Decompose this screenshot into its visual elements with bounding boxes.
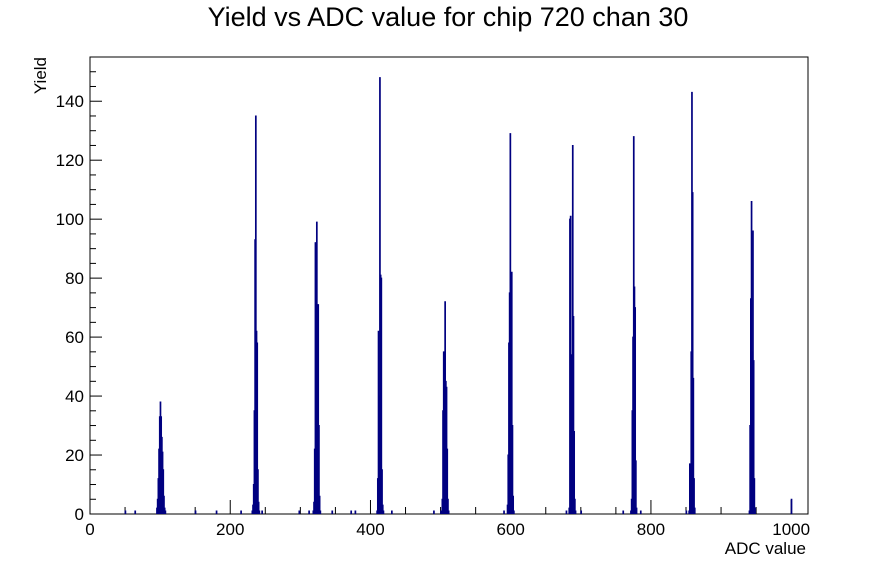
histogram-bin bbox=[692, 377, 695, 514]
y-tick-label: 60 bbox=[65, 328, 84, 347]
histogram-bin bbox=[254, 115, 257, 514]
histogram-bin bbox=[572, 315, 575, 514]
y-tick-label: 120 bbox=[56, 151, 84, 170]
x-axis-ticks: 0 200 400 600 800 1000 bbox=[85, 500, 810, 539]
histogram-bin bbox=[164, 510, 167, 514]
histogram-bin bbox=[565, 510, 568, 514]
histogram-bin bbox=[447, 510, 450, 514]
histogram-bin bbox=[315, 221, 318, 514]
histogram-bin bbox=[163, 495, 165, 514]
histogram-bin bbox=[691, 192, 694, 514]
histogram-bin bbox=[693, 507, 696, 514]
histogram-bin bbox=[261, 510, 263, 514]
histogram-bin bbox=[194, 510, 197, 514]
histogram-bin bbox=[308, 510, 310, 514]
histogram-bin bbox=[510, 271, 513, 514]
histogram-bin bbox=[382, 510, 385, 514]
histogram-bin bbox=[752, 360, 755, 514]
histogram-bin bbox=[134, 510, 137, 514]
histogram-bin bbox=[503, 510, 505, 514]
histogram-bin bbox=[685, 510, 688, 514]
histogram-bin bbox=[354, 510, 357, 514]
histogram-bin bbox=[580, 510, 583, 514]
y-tick-label: 40 bbox=[65, 387, 84, 406]
histogram-bin bbox=[639, 510, 642, 514]
histogram-bin bbox=[391, 510, 393, 514]
histogram-bin bbox=[753, 478, 756, 514]
histogram-bin bbox=[256, 342, 259, 514]
x-tick-label: 0 bbox=[85, 520, 94, 539]
histogram-bin bbox=[635, 507, 638, 514]
histogram-bin bbox=[257, 501, 260, 514]
histogram-bin bbox=[446, 448, 449, 514]
y-tick-label: 140 bbox=[56, 92, 84, 111]
histogram-bin bbox=[635, 460, 637, 514]
chart-title: Yield vs ADC value for chip 720 chan 30 bbox=[207, 2, 689, 32]
histogram-bin bbox=[440, 510, 442, 514]
histogram-bin bbox=[318, 495, 321, 514]
histogram-bin bbox=[162, 469, 165, 514]
histogram-bin bbox=[634, 307, 637, 514]
plot-area-border bbox=[89, 56, 809, 515]
histogram-bin bbox=[512, 495, 515, 514]
histogram-bin bbox=[258, 510, 261, 514]
x-axis-label: ADC value bbox=[725, 539, 806, 558]
histogram-bin bbox=[381, 504, 384, 514]
histogram-bin bbox=[215, 510, 218, 514]
histogram-bin bbox=[511, 425, 514, 514]
histogram-bin bbox=[574, 510, 577, 514]
x-tick-label: 1000 bbox=[772, 520, 810, 539]
x-tick-label: 800 bbox=[637, 520, 665, 539]
y-tick-label: 20 bbox=[65, 446, 84, 465]
histogram-bin bbox=[124, 510, 127, 514]
histogram-bin bbox=[240, 510, 242, 514]
histogram-bin bbox=[317, 304, 320, 514]
x-tick-label: 600 bbox=[497, 520, 525, 539]
y-axis-ticks: 0 20 40 60 80 100 120 140 bbox=[56, 56, 102, 524]
histogram-bin bbox=[381, 469, 383, 514]
x-tick-label: 200 bbox=[216, 520, 244, 539]
plot-frame bbox=[89, 56, 809, 515]
histogram-bin bbox=[790, 498, 793, 514]
histogram-bin bbox=[513, 510, 515, 514]
histogram-bin bbox=[331, 510, 334, 514]
y-tick-label: 100 bbox=[56, 210, 84, 229]
y-tick-label: 80 bbox=[65, 269, 84, 288]
histogram-bin bbox=[380, 277, 383, 514]
histogram-bin bbox=[350, 510, 353, 514]
histogram-bin bbox=[433, 510, 435, 514]
histogram-bin bbox=[574, 498, 576, 514]
histogram-bin bbox=[298, 510, 301, 514]
histogram-bin bbox=[693, 478, 695, 514]
histogram-bin bbox=[573, 430, 576, 514]
y-axis-label: Yield bbox=[31, 57, 50, 94]
y-tick-label: 0 bbox=[75, 505, 84, 524]
histogram-bin bbox=[319, 510, 322, 514]
histogram-bin bbox=[257, 469, 259, 514]
histogram-bin bbox=[754, 507, 756, 514]
histogram-bars bbox=[124, 77, 793, 514]
histogram-bin bbox=[622, 510, 625, 514]
histogram-bin bbox=[318, 425, 320, 514]
histogram-bin bbox=[447, 498, 449, 514]
x-tick-label: 400 bbox=[356, 520, 384, 539]
